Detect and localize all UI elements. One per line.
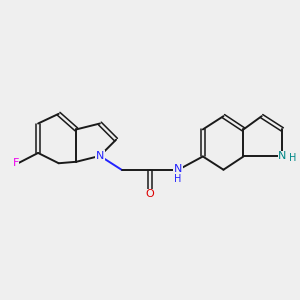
Text: O: O <box>146 189 154 199</box>
Text: F: F <box>13 158 19 168</box>
Text: H: H <box>289 153 296 163</box>
Text: H: H <box>174 174 182 184</box>
Text: N: N <box>96 151 104 161</box>
Text: N: N <box>174 164 182 173</box>
Text: N: N <box>278 152 286 161</box>
